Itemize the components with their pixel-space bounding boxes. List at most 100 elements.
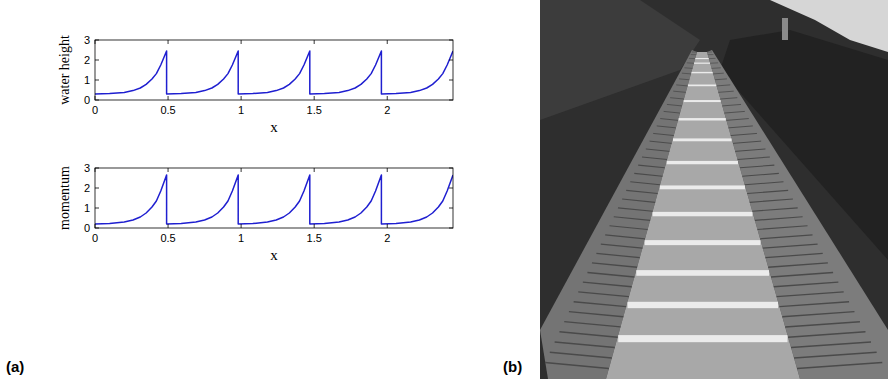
x-tick-label: 1.5 xyxy=(307,232,322,244)
data-line xyxy=(95,51,453,94)
stone-joint xyxy=(710,62,718,63)
x-tick-label: 2 xyxy=(384,104,390,116)
stone-joint xyxy=(760,235,812,239)
x-tick-label: 1 xyxy=(238,232,244,244)
x-axis-title: x xyxy=(270,247,278,263)
stone-joint xyxy=(738,157,770,160)
stone-joint xyxy=(592,263,637,267)
stone-joint xyxy=(587,272,634,277)
stone-joint xyxy=(740,165,774,168)
foam-band xyxy=(627,302,778,308)
stone-joint xyxy=(729,126,753,128)
stone-joint xyxy=(670,98,684,99)
x-tick-label: 0.5 xyxy=(160,104,175,116)
y-tick-label: 2 xyxy=(84,182,90,194)
plot-area xyxy=(95,175,453,224)
page: 00.511.520123xwater height00.511.520123x… xyxy=(0,0,888,379)
stone-joint xyxy=(578,292,629,297)
stone-joint xyxy=(777,292,844,297)
y-tick xyxy=(95,228,99,229)
foam-band xyxy=(667,161,738,164)
stone-joint xyxy=(646,149,670,151)
x-tick xyxy=(314,168,315,172)
foam-band xyxy=(660,185,745,189)
x-tick xyxy=(168,168,169,172)
stone-joint xyxy=(664,111,680,113)
y-tick xyxy=(449,168,453,169)
stone-joint xyxy=(673,91,686,92)
panel-label: (b) xyxy=(503,358,522,375)
channel xyxy=(606,52,800,379)
x-tick xyxy=(387,168,388,172)
stone-joint xyxy=(692,52,697,53)
x-tick-label: 0.5 xyxy=(160,232,175,244)
x-tick xyxy=(168,224,169,228)
stone-joint xyxy=(742,173,779,176)
stone-joint xyxy=(550,352,612,358)
stone-joint xyxy=(564,322,620,327)
stone-joint xyxy=(707,52,712,53)
y-tick xyxy=(449,228,453,229)
x-tick xyxy=(95,224,96,228)
stone-joint xyxy=(709,58,716,59)
stone-joint xyxy=(717,85,731,86)
stone-joint xyxy=(771,272,833,277)
stone-joint xyxy=(660,119,678,121)
stone-joint xyxy=(724,111,744,113)
stone-joint xyxy=(722,104,741,106)
y-tick-label: 0 xyxy=(84,222,90,234)
y-tick xyxy=(95,208,99,209)
y-tick xyxy=(95,40,99,41)
stone-joint xyxy=(569,312,623,317)
x-tick-label: 1.5 xyxy=(307,104,322,116)
y-tick xyxy=(449,60,453,61)
stone-joint xyxy=(782,312,854,317)
axes-frame xyxy=(95,40,453,100)
stone-joint xyxy=(583,282,632,287)
stone-joint xyxy=(794,352,877,358)
stone-joint xyxy=(768,263,828,267)
stone-joint xyxy=(752,208,797,211)
x-tick xyxy=(314,96,315,100)
line-chart: 00.511.520123xwater height xyxy=(57,34,453,135)
y-tick xyxy=(449,100,453,101)
x-tick xyxy=(314,40,315,44)
stone-joint xyxy=(682,73,691,75)
stone-joint xyxy=(765,253,822,257)
foam-band xyxy=(636,270,769,276)
y-tick xyxy=(95,168,99,169)
stone-joint xyxy=(779,302,849,307)
x-tick xyxy=(95,168,96,172)
foam-band xyxy=(618,335,787,342)
y-tick xyxy=(95,60,99,61)
x-tick-label: 0 xyxy=(92,104,98,116)
foam-band xyxy=(688,85,716,87)
photo xyxy=(540,0,888,379)
stone-joint xyxy=(712,67,721,69)
y-tick xyxy=(449,188,453,189)
stone-joint xyxy=(708,54,714,55)
stone-joint xyxy=(720,98,737,99)
stone-joint xyxy=(715,78,727,80)
y-tick-label: 3 xyxy=(84,34,90,46)
x-tick-label: 0 xyxy=(92,232,98,244)
x-tick xyxy=(168,96,169,100)
x-tick xyxy=(168,40,169,44)
foam-band xyxy=(694,63,710,64)
x-axis-title: x xyxy=(270,119,278,135)
stone-joint xyxy=(642,157,667,160)
stone-joint xyxy=(733,141,761,143)
stone-joint xyxy=(653,133,674,135)
stone-joint xyxy=(687,62,694,63)
foam-band xyxy=(645,240,761,245)
y-tick xyxy=(449,80,453,81)
stone-joint xyxy=(731,133,757,135)
x-tick xyxy=(241,96,242,100)
stone-joint xyxy=(634,173,662,176)
x-tick xyxy=(387,96,388,100)
stone-joint xyxy=(718,91,733,92)
figure: 00.511.520123xwater height00.511.520123x… xyxy=(0,0,888,379)
stone-joint xyxy=(667,104,682,106)
x-tick xyxy=(95,96,96,100)
stone-joint xyxy=(657,126,676,128)
